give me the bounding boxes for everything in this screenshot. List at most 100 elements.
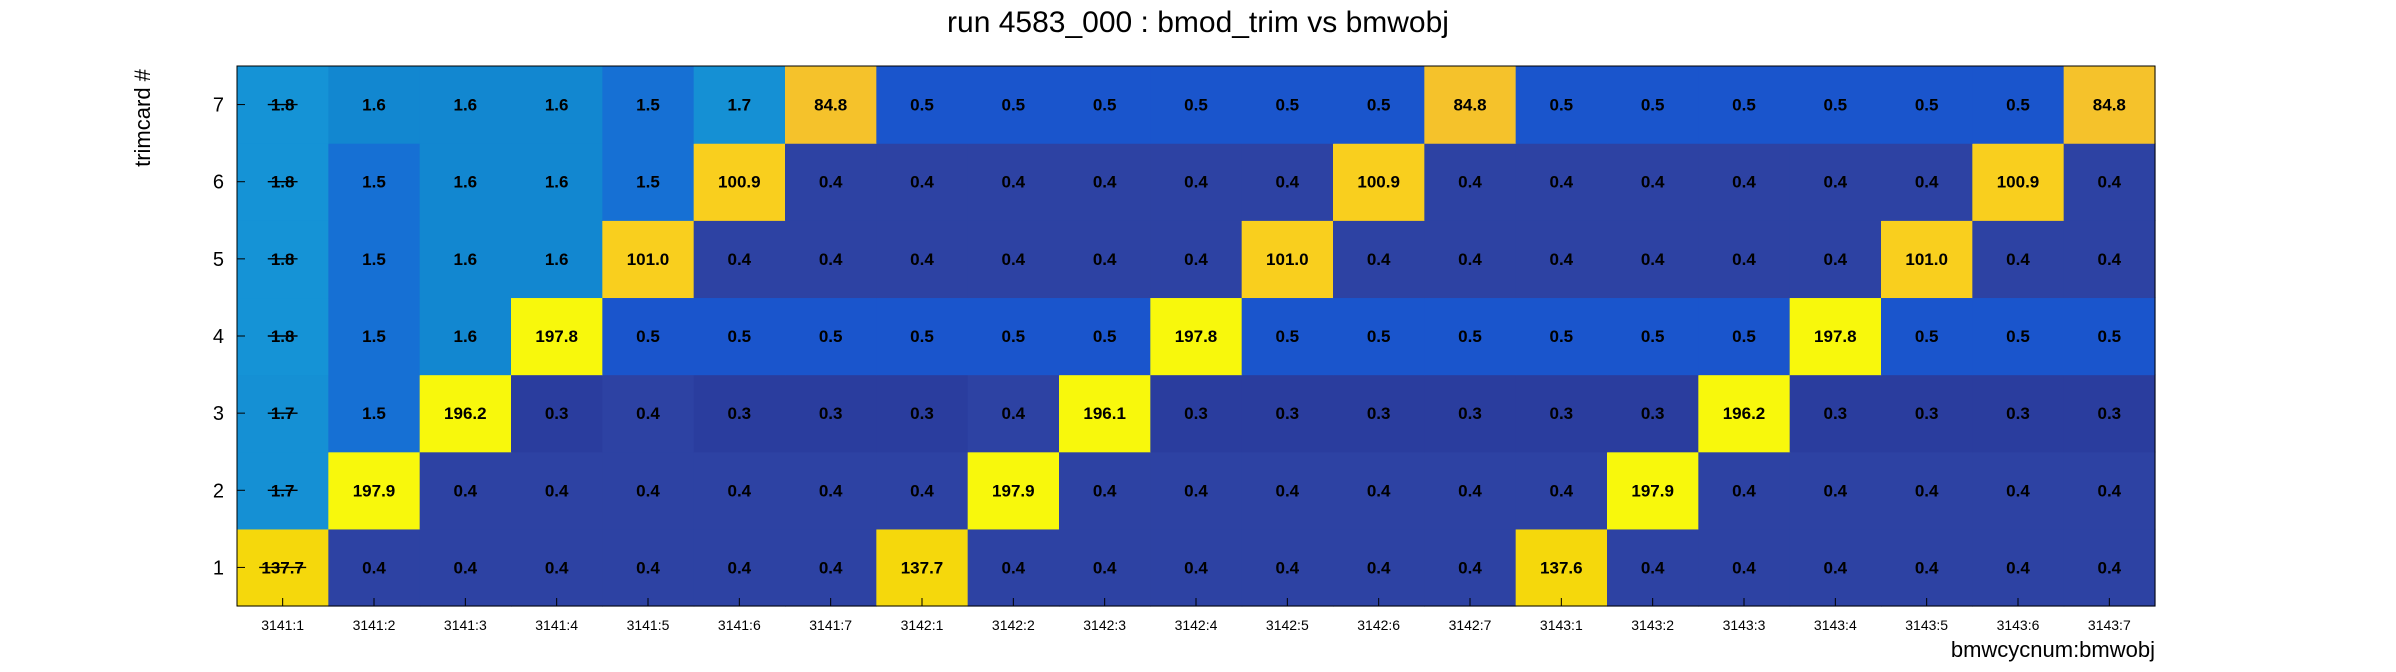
cell-value-label: 0.5 xyxy=(1915,327,1939,346)
heatmap-cell xyxy=(511,66,603,144)
cell-value-label: 0.3 xyxy=(1824,404,1848,423)
x-axis-label: bmwcycnum:bmwobj xyxy=(1951,637,2155,662)
heatmap-cell xyxy=(1972,528,2065,607)
heatmap-cell xyxy=(1333,528,1425,607)
cell-value-label: 0.3 xyxy=(910,404,934,423)
heatmap-cell xyxy=(328,451,421,530)
cell-value-label: 0.5 xyxy=(1641,96,1665,115)
heatmap-cell xyxy=(602,297,695,376)
heatmap-cell xyxy=(967,297,1060,376)
cell-value-label: 0.4 xyxy=(1458,250,1482,269)
cell-value-label: 0.4 xyxy=(454,481,478,500)
x-tick-label: 3143:6 xyxy=(1997,617,2040,633)
cell-value-label: 101.0 xyxy=(1905,250,1948,269)
cell-value-label: 197.9 xyxy=(992,481,1035,500)
heatmap-cell xyxy=(1972,451,2065,530)
heatmap-cell xyxy=(785,297,877,376)
heatmap-cell xyxy=(1972,220,2065,299)
heatmap-cell xyxy=(1424,220,1517,299)
heatmap-cell xyxy=(693,66,786,144)
cell-value-label: 0.4 xyxy=(728,558,752,577)
heatmap-cell xyxy=(1789,143,1882,221)
cell-value-label: 0.4 xyxy=(1367,558,1391,577)
heatmap-cell xyxy=(785,528,877,607)
heatmap-cell xyxy=(1333,66,1425,144)
cell-value-label: 0.3 xyxy=(819,404,843,423)
heatmap-cell xyxy=(785,451,877,530)
cell-value-label: 0.3 xyxy=(1458,404,1482,423)
cell-value-label: 0.5 xyxy=(1915,96,1939,115)
cell-value-label: 0.4 xyxy=(2098,481,2122,500)
heatmap-cell xyxy=(602,374,695,453)
y-tick-labels: 1 2 3 4 5 6 7 xyxy=(213,95,245,579)
heatmap-cell xyxy=(1059,374,1151,453)
x-tick-label: 3143:1 xyxy=(1540,617,1583,633)
x-tick-label: 3141:4 xyxy=(535,617,578,633)
cell-value-label: 84.8 xyxy=(814,96,847,115)
cell-value-label: 0.5 xyxy=(1002,327,1026,346)
cell-value-label: 0.5 xyxy=(1458,327,1482,346)
heatmap-cell xyxy=(967,528,1060,607)
cell-value-label: 0.4 xyxy=(1002,558,1026,577)
cell-value-label: 197.8 xyxy=(535,327,578,346)
heatmap-cell xyxy=(1515,528,1608,607)
heatmap-cell xyxy=(1241,374,1334,453)
cell-value-label: 0.4 xyxy=(1732,558,1756,577)
cell-value-label: 0.4 xyxy=(1824,558,1848,577)
heatmap-cell xyxy=(1150,297,1243,376)
cell-value-label: 1.6 xyxy=(454,327,478,346)
cell-value-label: 0.4 xyxy=(819,173,843,192)
cell-value-label: 0.4 xyxy=(1276,558,1300,577)
heatmap-cell xyxy=(1789,374,1882,453)
heatmap-cell xyxy=(1881,451,1973,530)
heatmap-cell xyxy=(602,451,695,530)
heatmap-cell xyxy=(967,451,1060,530)
heatmap-cell xyxy=(1881,220,1973,299)
heatmap-cell xyxy=(1333,297,1425,376)
heatmap-cell xyxy=(693,143,786,221)
heatmap-cell xyxy=(1698,297,1791,376)
x-tick-label: 3142:7 xyxy=(1449,617,1492,633)
heatmap-cell xyxy=(876,297,969,376)
cell-value-label: 100.9 xyxy=(1997,173,2040,192)
cell-value-label: 0.4 xyxy=(2006,250,2030,269)
heatmap-cell xyxy=(693,374,786,453)
heatmap-cell xyxy=(1698,66,1791,144)
heatmap-cell xyxy=(785,66,877,144)
heatmap-cell xyxy=(1333,374,1425,453)
cell-value-label: 0.4 xyxy=(1915,173,1939,192)
x-tick-label: 3143:4 xyxy=(1814,617,1857,633)
x-tick-label: 3141:6 xyxy=(718,617,761,633)
cell-value-label: 137.6 xyxy=(1540,558,1583,577)
y-tick-label: 5 xyxy=(213,249,224,271)
cell-value-label: 0.4 xyxy=(1641,250,1665,269)
x-tick-label: 3141:2 xyxy=(353,617,396,633)
cell-value-label: 0.5 xyxy=(1732,96,1756,115)
cell-labels-layer: 137.7 0.4 0.4 0.4 0.4 0.4 0.4 137.7 0.4 0.4 0.4 0.4… xyxy=(259,96,2126,577)
heatmap-cell xyxy=(419,528,512,607)
cell-value-label: 0.5 xyxy=(819,327,843,346)
cell-value-label: 0.4 xyxy=(1915,558,1939,577)
heatmap-cell xyxy=(1881,143,1973,221)
heatmap-cell xyxy=(1607,451,1699,530)
heatmap-cell xyxy=(1424,297,1517,376)
x-tick-label: 3142:6 xyxy=(1357,617,1400,633)
heatmap-cell xyxy=(785,220,877,299)
heatmap-cell xyxy=(419,374,512,453)
cell-value-label: 0.5 xyxy=(1367,327,1391,346)
cell-value-label: 0.4 xyxy=(910,250,934,269)
heatmap-cell xyxy=(1241,528,1334,607)
cell-value-label: 0.3 xyxy=(1276,404,1300,423)
heatmap-cell xyxy=(419,66,512,144)
cell-value-label: 196.1 xyxy=(1083,404,1126,423)
cell-value-label: 0.5 xyxy=(1824,96,1848,115)
y-tick-label: 2 xyxy=(213,480,224,502)
heatmap-cell xyxy=(511,297,603,376)
cell-value-label: 197.9 xyxy=(1631,481,1674,500)
cell-value-label: 0.4 xyxy=(819,558,843,577)
heatmap-cell xyxy=(1607,297,1699,376)
cell-value-label: 0.4 xyxy=(2006,481,2030,500)
heatmap-cell xyxy=(328,528,421,607)
heatmap-cell xyxy=(693,297,786,376)
